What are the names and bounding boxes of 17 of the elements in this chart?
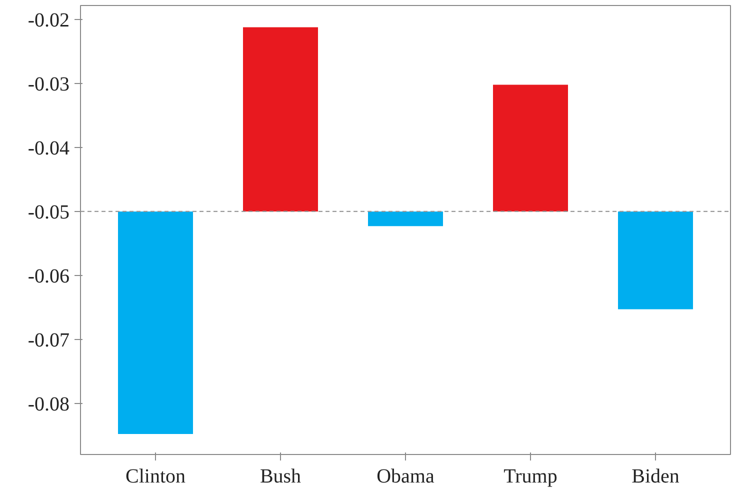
bar bbox=[493, 84, 568, 212]
x-tick-label: Trump bbox=[504, 466, 558, 488]
x-tick-label: Biden bbox=[632, 466, 680, 488]
y-tick-label: -0.07 bbox=[28, 329, 70, 352]
y-tick-label: -0.02 bbox=[28, 10, 70, 32]
y-tick-label: -0.04 bbox=[28, 137, 70, 160]
y-tick-label: -0.06 bbox=[28, 265, 70, 288]
y-tick-label: -0.08 bbox=[28, 393, 70, 416]
bar bbox=[243, 27, 318, 212]
x-tick-label: Clinton bbox=[125, 466, 186, 488]
y-tick-label: -0.03 bbox=[28, 74, 70, 96]
y-tick-label: -0.05 bbox=[28, 201, 70, 224]
x-tick-label: Bush bbox=[260, 466, 302, 488]
bar bbox=[368, 211, 443, 226]
x-tick-label: Obama bbox=[376, 466, 434, 488]
bar bbox=[118, 211, 193, 434]
bar bbox=[618, 211, 693, 310]
